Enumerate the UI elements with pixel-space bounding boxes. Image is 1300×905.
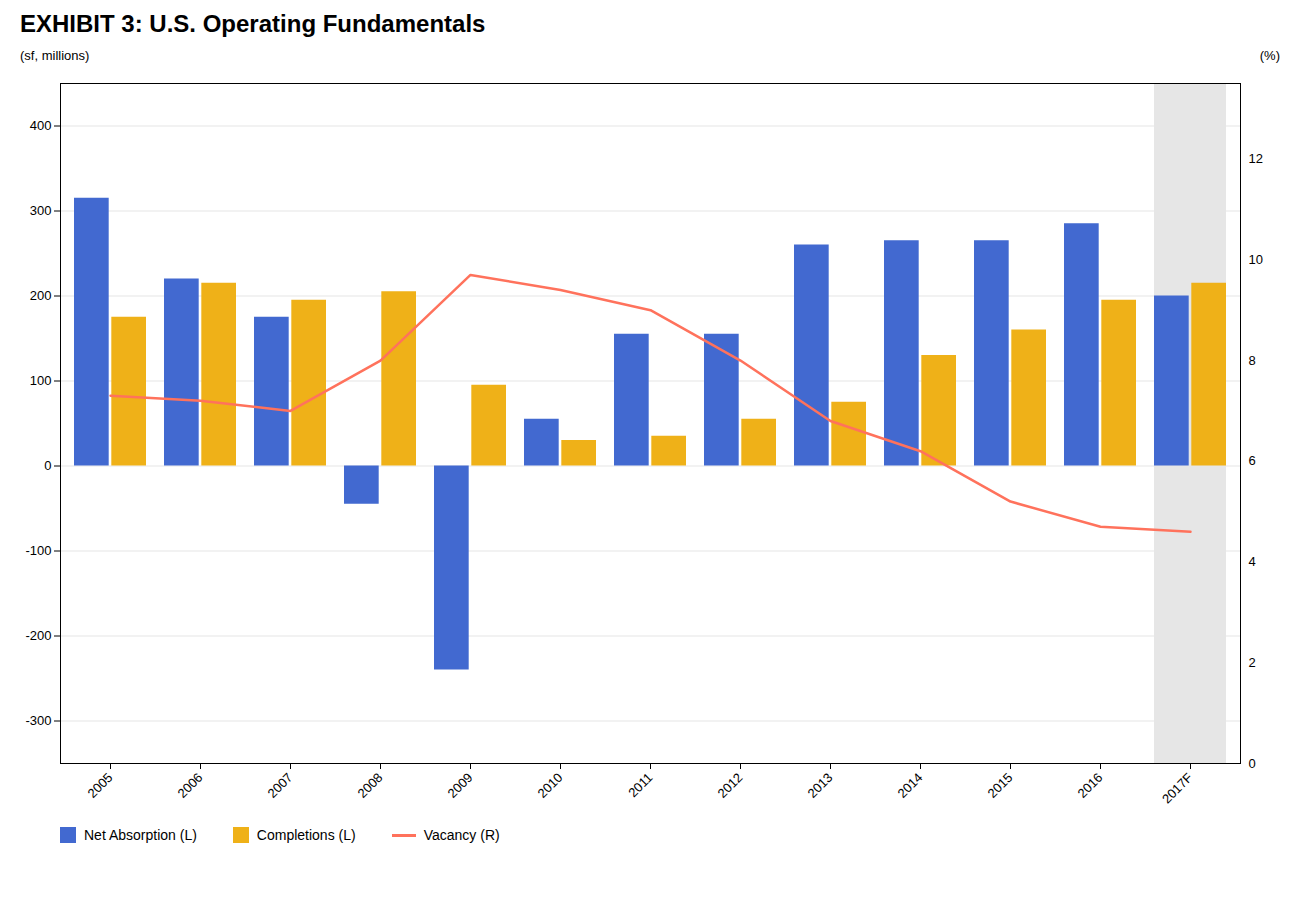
html-text:Vacancy (R): Vacancy (R) bbox=[423, 827, 500, 843]
svg-text:-200: -200 bbox=[25, 628, 51, 643]
svg-text:0: 0 bbox=[44, 458, 51, 473]
svg-text:10: 10 bbox=[1249, 252, 1263, 267]
svg-text:100: 100 bbox=[30, 373, 52, 388]
svg-text:2012: 2012 bbox=[715, 770, 746, 801]
svg-text:2016: 2016 bbox=[1075, 770, 1106, 801]
html-text:Completions (L): Completions (L) bbox=[256, 827, 356, 843]
html-text:(sf, millions): (sf, millions) bbox=[20, 48, 90, 63]
svg-text:2010: 2010 bbox=[535, 770, 566, 801]
svg-text:200: 200 bbox=[30, 288, 52, 303]
svg-text:2014: 2014 bbox=[895, 770, 926, 801]
svg-text:2006: 2006 bbox=[175, 770, 206, 801]
svg-text:2005: 2005 bbox=[85, 770, 116, 801]
svg-text:-100: -100 bbox=[25, 543, 51, 558]
svg-text:4: 4 bbox=[1249, 554, 1256, 569]
svg-text:2: 2 bbox=[1249, 655, 1256, 670]
svg-text:2008: 2008 bbox=[355, 770, 386, 801]
svg-text:2015: 2015 bbox=[985, 770, 1016, 801]
svg-text:6: 6 bbox=[1249, 453, 1256, 468]
svg-text:2017F: 2017F bbox=[1159, 770, 1196, 807]
html-text:Net Absorption (L): Net Absorption (L) bbox=[84, 827, 197, 843]
html-text:EXHIBIT 3: U.S. Operating Fund: EXHIBIT 3: U.S. Operating Fundamentals bbox=[20, 10, 486, 37]
svg-text:300: 300 bbox=[30, 203, 52, 218]
svg-text:2009: 2009 bbox=[445, 770, 476, 801]
svg-text:8: 8 bbox=[1249, 353, 1256, 368]
svg-text:-300: -300 bbox=[25, 713, 51, 728]
svg-text:2007: 2007 bbox=[265, 770, 296, 801]
svg-text:400: 400 bbox=[30, 118, 52, 133]
svg-text:0: 0 bbox=[1249, 756, 1256, 771]
svg-text:2013: 2013 bbox=[805, 770, 836, 801]
svg-text:12: 12 bbox=[1249, 151, 1263, 166]
svg-text:2011: 2011 bbox=[625, 770, 655, 800]
